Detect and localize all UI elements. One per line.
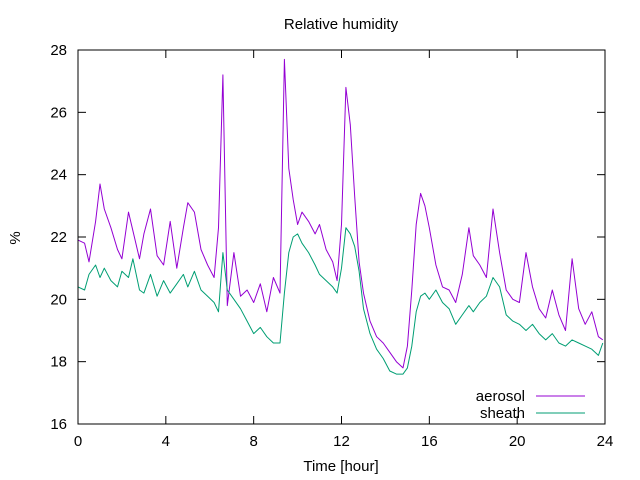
legend-label-sheath: sheath bbox=[480, 405, 525, 422]
x-tick-label: 20 bbox=[509, 433, 526, 450]
y-tick-label: 22 bbox=[50, 229, 67, 246]
x-axis-label: Time [hour] bbox=[303, 458, 378, 475]
plot-frame bbox=[77, 49, 606, 425]
y-tick-label: 24 bbox=[50, 167, 67, 184]
series-line-sheath bbox=[77, 227, 604, 375]
y-tick-label: 18 bbox=[50, 354, 67, 371]
series-line-aerosol bbox=[77, 58, 604, 369]
x-tick-label: 4 bbox=[162, 433, 170, 450]
plot-area bbox=[77, 58, 604, 375]
y-tick-label: 26 bbox=[50, 104, 67, 121]
chart-title: Relative humidity bbox=[284, 16, 399, 33]
y-tick-label: 20 bbox=[50, 291, 67, 308]
y-tick-label: 16 bbox=[50, 416, 67, 433]
y-tick-label: 28 bbox=[50, 42, 67, 59]
x-tick-label: 12 bbox=[333, 433, 350, 450]
x-tick-label: 16 bbox=[421, 433, 438, 450]
legend-label-aerosol: aerosol bbox=[476, 388, 525, 405]
x-tick-label: 0 bbox=[74, 433, 82, 450]
axes: 0 4 8 12 16 20 24 16 18 20 22 24 26 28 bbox=[50, 42, 613, 450]
y-axis-label: % bbox=[7, 231, 24, 244]
x-tick-label: 8 bbox=[249, 433, 257, 450]
x-tick-label: 24 bbox=[597, 433, 614, 450]
